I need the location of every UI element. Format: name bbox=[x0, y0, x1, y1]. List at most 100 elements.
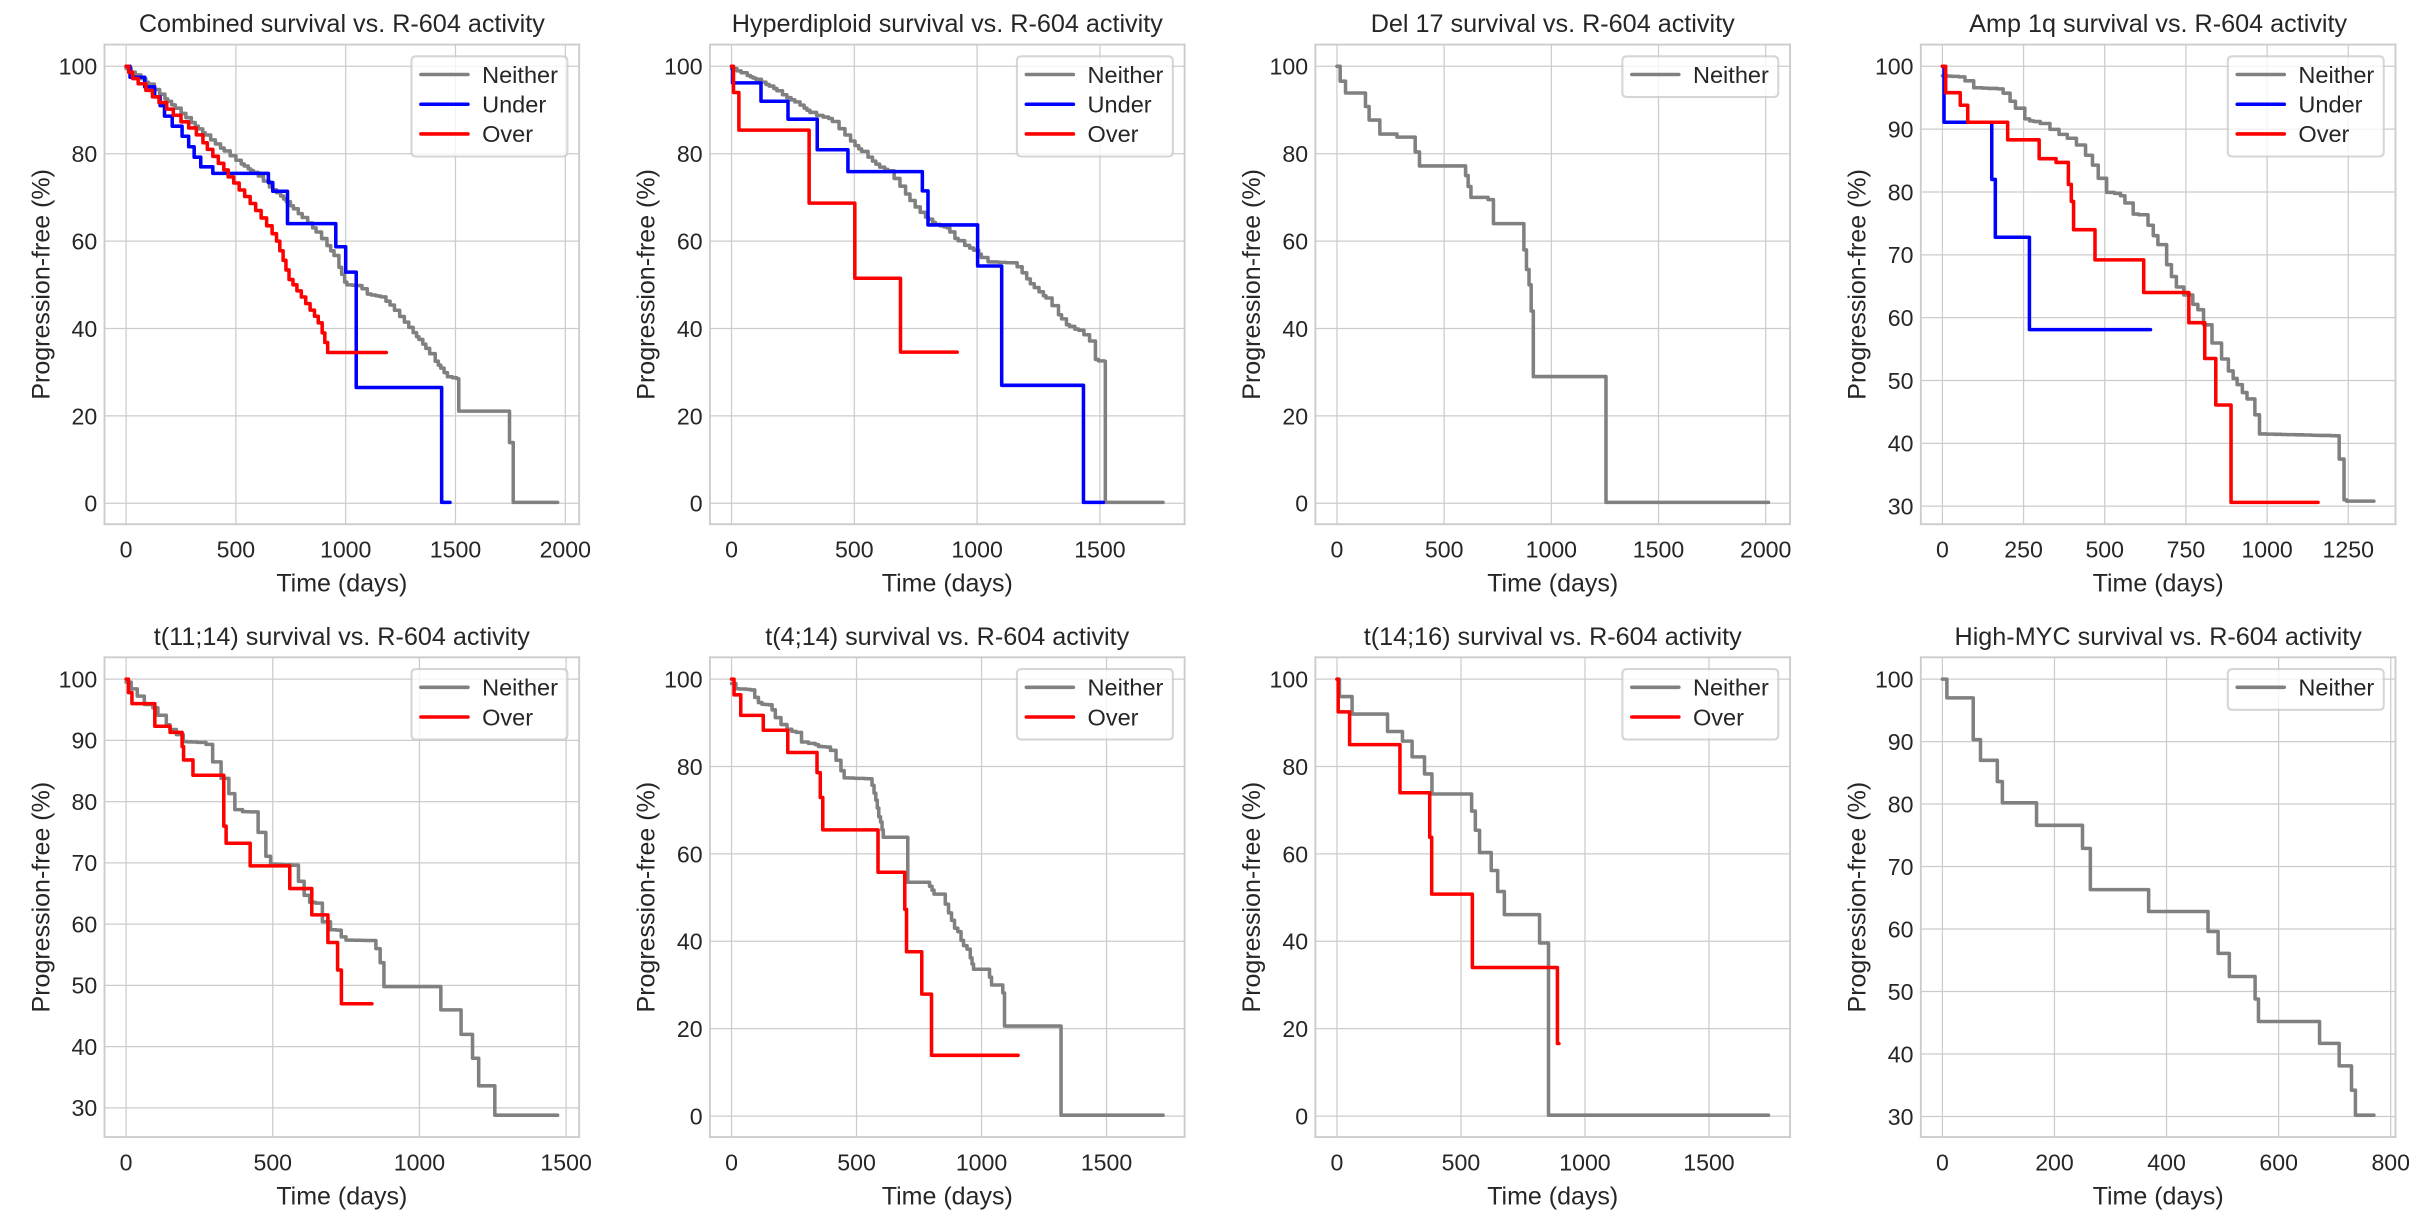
svg-text:500: 500 bbox=[835, 537, 874, 563]
svg-text:40: 40 bbox=[1282, 929, 1308, 955]
svg-text:80: 80 bbox=[1888, 791, 1914, 817]
svg-text:70: 70 bbox=[1888, 242, 1914, 268]
svg-text:Time (days): Time (days) bbox=[882, 570, 1013, 598]
svg-text:500: 500 bbox=[2085, 537, 2124, 563]
svg-text:0: 0 bbox=[1936, 1149, 1949, 1175]
svg-text:Over: Over bbox=[1088, 121, 1139, 147]
svg-text:Over: Over bbox=[1088, 704, 1139, 730]
svg-text:Neither: Neither bbox=[1693, 675, 1769, 701]
svg-text:0: 0 bbox=[690, 1103, 703, 1129]
svg-text:90: 90 bbox=[1888, 117, 1914, 143]
svg-text:40: 40 bbox=[71, 316, 97, 342]
svg-text:600: 600 bbox=[2259, 1149, 2298, 1175]
svg-text:80: 80 bbox=[1888, 179, 1914, 205]
svg-text:1500: 1500 bbox=[1074, 537, 1125, 563]
svg-text:1000: 1000 bbox=[956, 1149, 1007, 1175]
svg-text:100: 100 bbox=[1875, 54, 1914, 80]
svg-text:Del 17 survival vs. R-604 acti: Del 17 survival vs. R-604 activity bbox=[1371, 10, 1735, 38]
svg-text:70: 70 bbox=[1888, 854, 1914, 880]
svg-text:80: 80 bbox=[677, 754, 703, 780]
svg-text:0: 0 bbox=[1295, 491, 1308, 517]
svg-text:1000: 1000 bbox=[2241, 537, 2292, 563]
svg-text:0: 0 bbox=[725, 537, 738, 563]
svg-text:0: 0 bbox=[690, 491, 703, 517]
svg-text:20: 20 bbox=[1282, 1016, 1308, 1042]
svg-text:60: 60 bbox=[71, 228, 97, 254]
svg-text:100: 100 bbox=[1270, 666, 1309, 692]
svg-text:Time (days): Time (days) bbox=[2093, 570, 2224, 598]
svg-text:1500: 1500 bbox=[540, 1149, 591, 1175]
svg-text:100: 100 bbox=[1875, 666, 1914, 692]
svg-text:40: 40 bbox=[71, 1034, 97, 1060]
svg-text:Time (days): Time (days) bbox=[276, 570, 407, 598]
svg-text:80: 80 bbox=[1282, 754, 1308, 780]
svg-text:30: 30 bbox=[1888, 1104, 1914, 1130]
svg-text:400: 400 bbox=[2147, 1149, 2186, 1175]
svg-text:2000: 2000 bbox=[540, 537, 591, 563]
svg-text:90: 90 bbox=[1888, 729, 1914, 755]
svg-text:Progression-free (%): Progression-free (%) bbox=[27, 169, 55, 400]
svg-text:100: 100 bbox=[664, 54, 703, 80]
svg-text:20: 20 bbox=[677, 1016, 703, 1042]
svg-text:0: 0 bbox=[1331, 1149, 1344, 1175]
svg-text:200: 200 bbox=[2035, 1149, 2074, 1175]
svg-text:High-MYC survival vs. R-604 ac: High-MYC survival vs. R-604 activity bbox=[1955, 623, 2363, 651]
svg-text:100: 100 bbox=[664, 666, 703, 692]
svg-text:0: 0 bbox=[84, 491, 97, 517]
svg-text:500: 500 bbox=[253, 1149, 292, 1175]
svg-text:750: 750 bbox=[2167, 537, 2206, 563]
svg-text:100: 100 bbox=[1270, 54, 1309, 80]
svg-text:40: 40 bbox=[677, 316, 703, 342]
svg-text:100: 100 bbox=[59, 666, 98, 692]
svg-text:40: 40 bbox=[1888, 1041, 1914, 1067]
svg-text:Neither: Neither bbox=[1088, 62, 1164, 88]
svg-text:40: 40 bbox=[1282, 316, 1308, 342]
svg-text:0: 0 bbox=[725, 1149, 738, 1175]
svg-text:800: 800 bbox=[2371, 1149, 2410, 1175]
svg-text:1500: 1500 bbox=[1683, 1149, 1734, 1175]
svg-text:Neither: Neither bbox=[482, 675, 558, 701]
svg-text:0: 0 bbox=[1295, 1103, 1308, 1129]
svg-text:0: 0 bbox=[120, 1149, 133, 1175]
svg-text:Hyperdiploid survival vs. R-60: Hyperdiploid survival vs. R-604 activity bbox=[732, 10, 1164, 38]
svg-text:30: 30 bbox=[71, 1095, 97, 1121]
svg-text:1000: 1000 bbox=[951, 537, 1002, 563]
svg-text:Neither: Neither bbox=[1088, 675, 1164, 701]
svg-text:Under: Under bbox=[482, 91, 546, 117]
svg-text:Over: Over bbox=[482, 121, 533, 147]
svg-text:Neither: Neither bbox=[1693, 62, 1769, 88]
svg-text:80: 80 bbox=[71, 141, 97, 167]
svg-text:Amp 1q survival vs. R-604 acti: Amp 1q survival vs. R-604 activity bbox=[1969, 10, 2347, 38]
svg-text:Neither: Neither bbox=[2298, 675, 2374, 701]
svg-text:2000: 2000 bbox=[1740, 537, 1791, 563]
svg-text:Over: Over bbox=[1693, 704, 1744, 730]
svg-text:70: 70 bbox=[71, 850, 97, 876]
svg-text:t(4;14) survival vs. R-604 act: t(4;14) survival vs. R-604 activity bbox=[765, 623, 1129, 651]
svg-text:1500: 1500 bbox=[430, 537, 481, 563]
svg-text:Under: Under bbox=[2298, 91, 2362, 117]
svg-text:t(14;16) survival vs. R-604 ac: t(14;16) survival vs. R-604 activity bbox=[1364, 623, 1742, 651]
svg-text:t(11;14) survival vs. R-604 ac: t(11;14) survival vs. R-604 activity bbox=[154, 623, 530, 651]
svg-text:50: 50 bbox=[1888, 979, 1914, 1005]
svg-text:20: 20 bbox=[1282, 403, 1308, 429]
svg-text:Over: Over bbox=[482, 704, 533, 730]
svg-text:0: 0 bbox=[1936, 537, 1949, 563]
svg-text:80: 80 bbox=[71, 789, 97, 815]
svg-text:500: 500 bbox=[1442, 1149, 1481, 1175]
svg-text:1250: 1250 bbox=[2323, 537, 2374, 563]
svg-text:1000: 1000 bbox=[1526, 537, 1577, 563]
svg-text:Time (days): Time (days) bbox=[882, 1182, 1013, 1210]
svg-text:20: 20 bbox=[677, 403, 703, 429]
svg-text:250: 250 bbox=[2004, 537, 2043, 563]
svg-text:30: 30 bbox=[1888, 494, 1914, 520]
svg-text:0: 0 bbox=[1331, 537, 1344, 563]
svg-text:1000: 1000 bbox=[394, 1149, 445, 1175]
svg-text:60: 60 bbox=[1888, 916, 1914, 942]
svg-text:50: 50 bbox=[71, 973, 97, 999]
svg-text:Progression-free (%): Progression-free (%) bbox=[1238, 169, 1266, 400]
svg-text:1500: 1500 bbox=[1081, 1149, 1132, 1175]
svg-text:60: 60 bbox=[1282, 841, 1308, 867]
svg-text:1000: 1000 bbox=[320, 537, 371, 563]
svg-text:40: 40 bbox=[677, 929, 703, 955]
svg-text:Progression-free (%): Progression-free (%) bbox=[27, 782, 55, 1013]
